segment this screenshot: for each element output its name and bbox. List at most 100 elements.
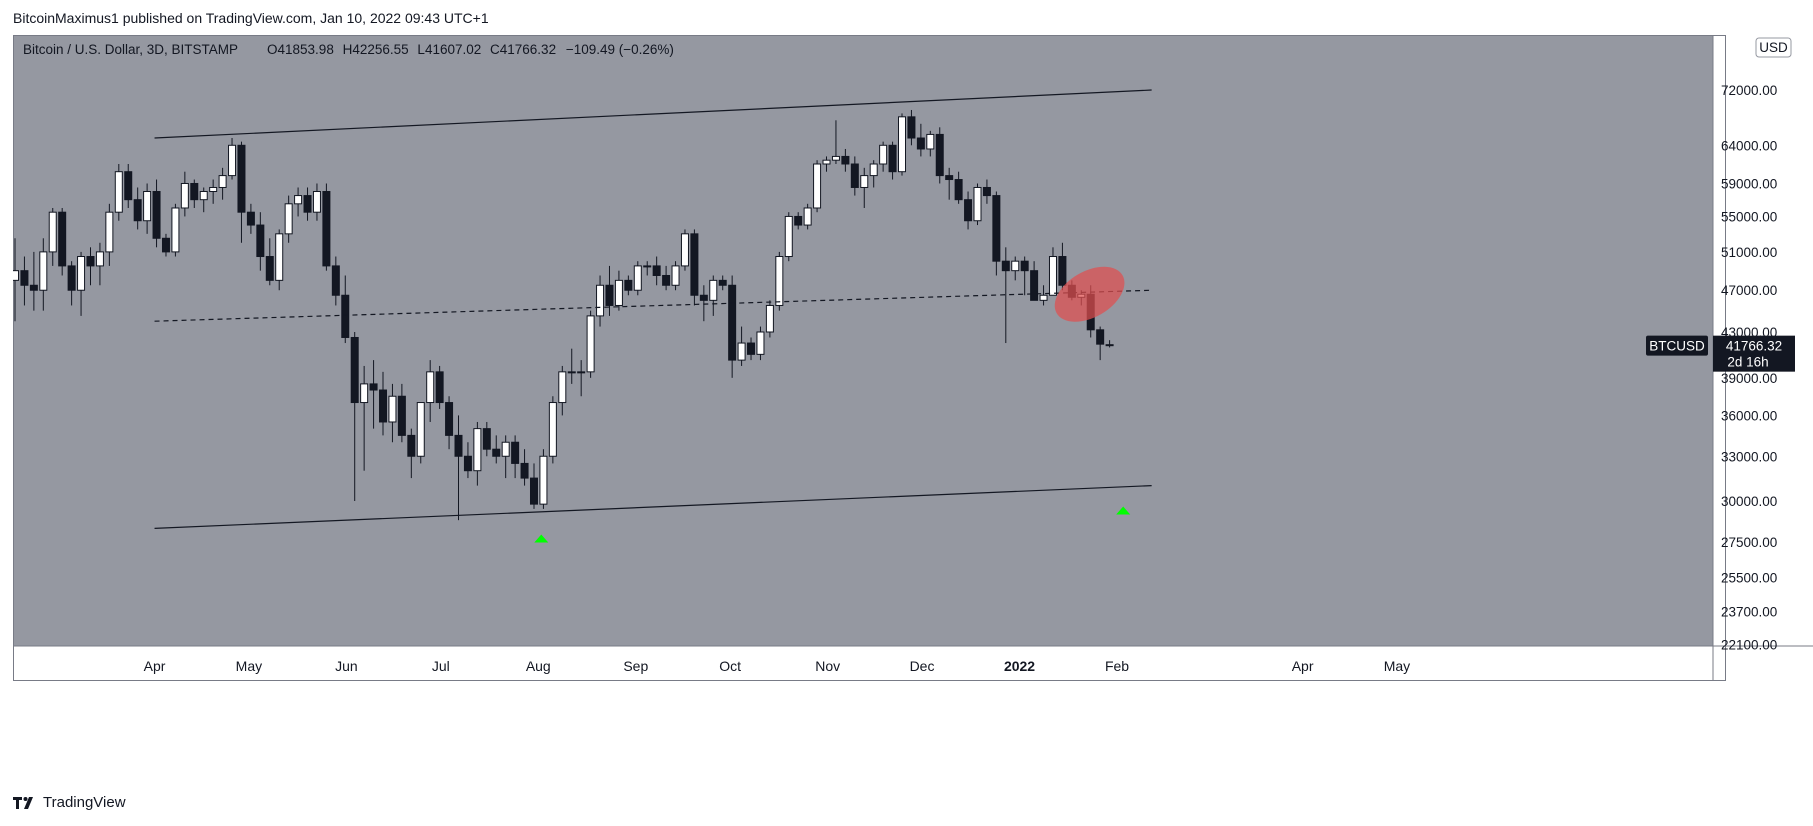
tradingview-logo-icon[interactable] (13, 796, 37, 810)
candle (633, 261, 642, 296)
price-tick-label: 22100.00 (1721, 637, 1777, 652)
candle-body (813, 163, 822, 209)
candle-body (379, 389, 388, 423)
candle-body (445, 402, 454, 436)
candle-body (360, 383, 369, 404)
candle-body (48, 211, 57, 253)
trendlines-layer (154, 89, 1152, 529)
footer: TradingView (13, 794, 126, 811)
candle (529, 463, 538, 509)
candle (312, 183, 321, 221)
candle (916, 123, 925, 157)
candle (765, 300, 774, 338)
markers-layer (534, 255, 1134, 543)
candle (888, 141, 897, 180)
chart-title: Bitcoin / U.S. Dollar, 3D, BITSTAMP (23, 42, 238, 57)
currency-button-label[interactable]: USD (1759, 40, 1788, 55)
candle (709, 275, 718, 316)
price-tick-label: 30000.00 (1721, 494, 1777, 509)
price-tick-label: 51000.00 (1721, 245, 1777, 260)
candle-body (1096, 329, 1105, 345)
legend-change-value: −109.49 (−0.26%) (566, 42, 674, 57)
channel-mid[interactable] (154, 289, 1152, 322)
candle-body (860, 175, 869, 188)
candle-body (1030, 270, 1039, 301)
candle (992, 191, 1001, 276)
candle (39, 238, 48, 311)
candle-body (558, 371, 567, 404)
candle-body (303, 195, 312, 213)
candle-body (662, 274, 671, 286)
candle-body (605, 284, 614, 306)
channel-lower[interactable] (154, 485, 1152, 529)
candle-body (822, 159, 831, 165)
candle (445, 396, 454, 450)
time-tick-label: Dec (910, 658, 935, 674)
candle (228, 138, 237, 180)
candle (945, 167, 954, 200)
candle (699, 285, 708, 322)
candle (671, 261, 680, 291)
candle-body (699, 294, 708, 301)
candle-body (718, 279, 727, 286)
candle (718, 275, 727, 291)
channel-upper[interactable] (154, 89, 1152, 139)
candle-body (596, 284, 605, 317)
candle-body (492, 448, 501, 457)
price-tick-label: 23700.00 (1721, 605, 1777, 620)
candle (199, 187, 208, 213)
candle-body (426, 371, 435, 404)
candle (86, 247, 95, 286)
candle-body (577, 371, 586, 374)
candle (1096, 326, 1105, 361)
candle (680, 229, 689, 271)
legend-high-value: 42256.55 (352, 42, 408, 57)
candle-body (133, 199, 142, 222)
legend-close-label: C (490, 42, 500, 57)
candle-body (20, 270, 29, 286)
rejection-highlight[interactable] (1045, 255, 1134, 333)
candle-body (114, 171, 123, 213)
candle (596, 275, 605, 327)
candle-body (690, 233, 699, 296)
currency-button[interactable]: USD (1755, 37, 1792, 58)
price-tick-label: 55000.00 (1721, 209, 1777, 224)
candle (105, 203, 114, 266)
candle-body (539, 455, 548, 505)
candle-body (982, 186, 991, 197)
candle-body (709, 279, 718, 301)
candle (482, 421, 491, 457)
candle (463, 442, 472, 479)
candle-body (1039, 294, 1048, 301)
candle-body (831, 155, 840, 161)
candle-body (246, 211, 255, 226)
candle (29, 251, 38, 311)
candle (209, 179, 218, 204)
candle-body (888, 144, 897, 173)
candle-body (652, 265, 661, 276)
candle-body (737, 342, 746, 361)
price-tick-label: 27500.00 (1721, 535, 1777, 550)
candlestick-chart[interactable]: 82000.00 72000.00 64000.00 59000.00 55000.00… (11, 22, 1813, 781)
candle (388, 383, 397, 443)
candle-body (680, 233, 689, 267)
candle-body (765, 304, 774, 333)
candle-body (294, 195, 303, 205)
signal-arrow-2[interactable] (1116, 506, 1131, 515)
candle (898, 113, 907, 176)
candle-body (520, 462, 529, 479)
candle-body (341, 294, 350, 338)
time-tick-label: May (1384, 658, 1410, 674)
candle (133, 187, 142, 230)
candle (548, 396, 557, 464)
candle-body (841, 155, 850, 165)
candle (973, 183, 982, 226)
candle-body (397, 395, 406, 436)
candle-body (954, 179, 963, 201)
candle (586, 310, 595, 378)
candle (67, 261, 76, 306)
signal-arrow-1[interactable] (534, 534, 549, 543)
time-axis-background (13, 646, 1813, 681)
candle (614, 270, 623, 311)
chart-frame[interactable]: 82000.00 72000.00 64000.00 59000.00 55000.00… (11, 22, 1813, 781)
